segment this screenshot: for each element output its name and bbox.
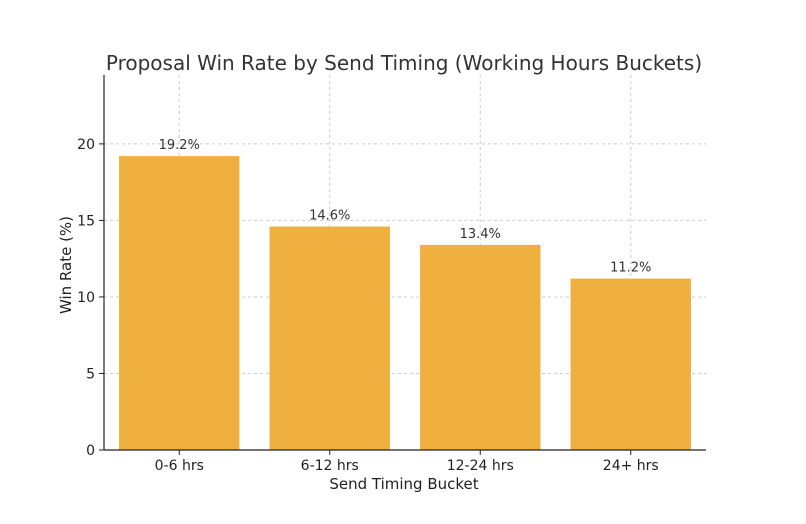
x-axis-label: Send Timing Bucket — [329, 475, 478, 493]
bar — [570, 278, 691, 450]
y-tick-label: 10 — [77, 290, 95, 306]
bar — [420, 244, 541, 450]
chart-title: Proposal Win Rate by Send Timing (Workin… — [106, 51, 702, 75]
y-axis-label: Win Rate (%) — [57, 216, 75, 314]
bar-value-label: 11.2% — [610, 261, 651, 276]
labels: 19.2% 14.6% 13.4% 11.2% 0 5 10 15 20 0-6 hrs 6-12 … — [77, 137, 659, 474]
y-tick-label: 5 — [86, 366, 95, 382]
x-tick-label: 24+ hrs — [603, 458, 659, 474]
y-tick-label: 20 — [77, 137, 95, 153]
bar-value-label: 19.2% — [159, 138, 200, 153]
x-tick-label: 0-6 hrs — [155, 458, 204, 474]
bar-value-label: 14.6% — [309, 209, 350, 224]
bars — [119, 156, 691, 451]
axes — [99, 75, 706, 455]
y-tick-label: 15 — [77, 213, 95, 229]
bar — [269, 226, 390, 450]
bar-value-label: 13.4% — [460, 227, 501, 242]
y-tick-label: 0 — [86, 443, 95, 459]
x-tick-label: 6-12 hrs — [301, 458, 359, 474]
x-tick-label: 12-24 hrs — [447, 458, 514, 474]
bar — [119, 156, 240, 451]
